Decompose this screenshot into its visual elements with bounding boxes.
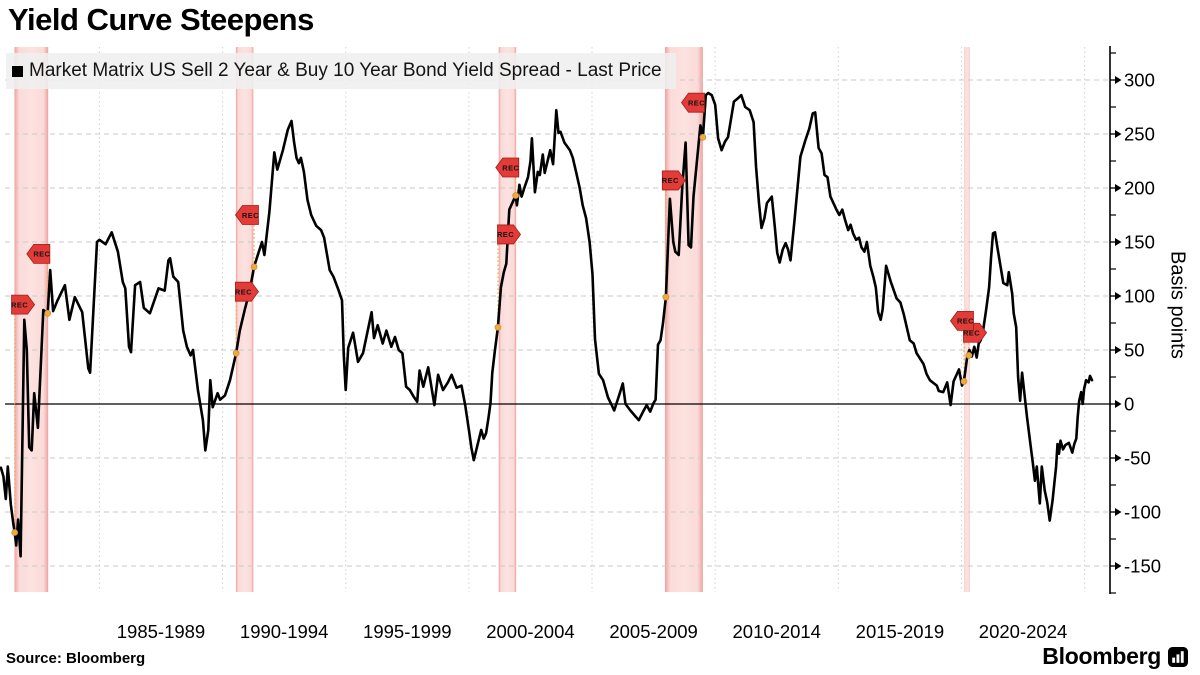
recession-marker-dot (699, 133, 707, 141)
recession-marker-dot (232, 349, 240, 357)
rec-flag-label: REC (502, 163, 519, 172)
recession-marker-dot (512, 192, 520, 199)
x-axis-tick-label: 2020-2024 (979, 621, 1067, 642)
y-axis-tick-arrow-icon (1115, 562, 1122, 570)
rec-flag-label: REC (235, 287, 252, 296)
rec-flag-label: REC (957, 317, 974, 326)
y-axis-tick-label: -50 (1124, 448, 1151, 469)
legend: Market Matrix US Sell 2 Year & Buy 10 Ye… (6, 53, 676, 89)
y-axis-tick-label: 150 (1124, 232, 1155, 253)
x-axis-tick-label: 1990-1994 (240, 621, 328, 642)
y-axis-tick-label: -100 (1124, 502, 1161, 523)
y-axis-tick-arrow-icon (1115, 400, 1122, 408)
y-axis-tick-label: -150 (1124, 556, 1161, 577)
y-axis-tick-arrow-icon (1115, 508, 1122, 516)
rec-flag-label: REC (497, 230, 514, 239)
rec-flag-label: REC (662, 176, 679, 185)
rec-flag-label: REC (963, 329, 980, 338)
bloomberg-wordmark: Bloomberg (1042, 643, 1161, 669)
recession-marker-dot (44, 309, 52, 317)
y-axis-tick-label: 0 (1124, 394, 1134, 415)
recession-marker-dot (662, 293, 670, 301)
y-axis-title: Basis points (1166, 251, 1189, 359)
y-axis-tick-arrow-icon (1115, 292, 1122, 300)
x-axis-tick-label: 2010-2014 (733, 621, 821, 642)
legend-label: Market Matrix US Sell 2 Year & Buy 10 Ye… (29, 60, 662, 81)
x-axis-tick-label: 1995-1999 (363, 621, 451, 642)
y-axis-tick-arrow-icon (1115, 346, 1122, 354)
x-axis-tick-label: 2005-2009 (609, 621, 697, 642)
y-axis-tick-arrow-icon (1115, 130, 1122, 138)
page-title: Yield Curve Steepens (8, 2, 314, 37)
rec-flag-label: REC (688, 98, 705, 107)
spread-line (0, 91, 1094, 558)
recession-marker-dot (494, 323, 502, 331)
y-axis-tick-label: 100 (1124, 286, 1155, 307)
rec-flag-label: REC (242, 211, 259, 220)
rec-flag-label: REC (33, 250, 50, 259)
recession-band (498, 47, 517, 592)
rec-flag (26, 243, 51, 264)
x-axis-tick-label: 2000-2004 (486, 621, 574, 642)
bloomberg-logo: Bloomberg (1042, 643, 1188, 670)
x-axis-tick-label: 1985-1989 (117, 621, 205, 642)
rec-flag (661, 170, 686, 191)
recession-band (235, 47, 254, 592)
legend-swatch-icon (12, 65, 23, 77)
y-axis-tick-label: 250 (1124, 124, 1155, 145)
y-axis-tick-label: 200 (1124, 178, 1155, 199)
source-attribution: Source: Bloomberg (6, 650, 146, 667)
rec-flag (11, 294, 36, 315)
recession-marker-dot (250, 263, 258, 271)
y-axis-tick-arrow-icon (1115, 238, 1122, 246)
recession-marker-dot (11, 529, 19, 536)
bloomberg-mark-icon (1168, 646, 1188, 667)
rec-flag-label: REC (11, 300, 28, 309)
recession-marker-dot (960, 377, 968, 385)
y-axis-tick-label: 50 (1124, 340, 1145, 361)
recession-band (664, 47, 703, 592)
y-axis-tick-arrow-icon (1115, 184, 1122, 192)
rec-flag (234, 205, 259, 225)
x-axis-tick-label: 2015-2019 (856, 621, 944, 642)
y-axis-tick-arrow-icon (1115, 76, 1122, 84)
rec-flag (681, 92, 705, 113)
y-axis-tick-arrow-icon (1115, 454, 1122, 462)
rec-flag (497, 224, 522, 245)
recession-marker-dot (965, 352, 973, 359)
rec-flag (495, 157, 520, 178)
y-axis-tick-label: 300 (1124, 70, 1155, 91)
rec-flag (949, 310, 974, 331)
rec-flag (235, 281, 259, 302)
